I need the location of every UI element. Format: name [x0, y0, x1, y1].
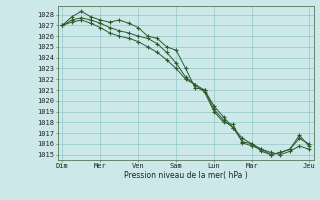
X-axis label: Pression niveau de la mer( hPa ): Pression niveau de la mer( hPa ): [124, 171, 247, 180]
